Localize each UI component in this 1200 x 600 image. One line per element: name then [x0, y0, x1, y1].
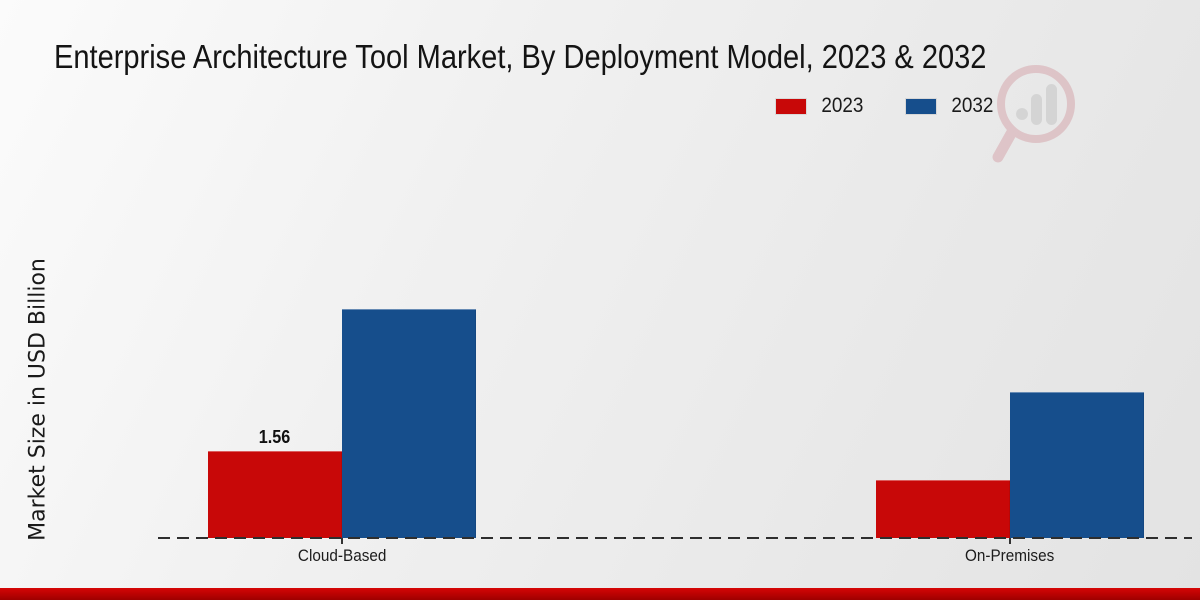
data-label-text: 1.56 [259, 427, 291, 447]
category-label-cloud-based: Cloud-Based [232, 546, 452, 566]
category-label-text: Cloud-Based [297, 546, 387, 565]
legend-label-2032: 2032 [951, 94, 994, 117]
bar-2032-cloud-based [342, 309, 476, 538]
legend-item-2032: 2032 [905, 94, 996, 118]
x-axis-tick-cloud-based [341, 538, 343, 544]
x-axis-tick-on-premises [1009, 538, 1011, 544]
bar-2023-cloud-based [208, 451, 342, 538]
data-label-2023-cloud-based: 1.56 [215, 427, 335, 448]
chart-title-text: Enterprise Architecture Tool Market, By … [54, 38, 987, 75]
footer-accent-bar [0, 588, 1200, 600]
legend-swatch-2023 [776, 98, 806, 114]
bar-2023-on-premises [876, 480, 1010, 538]
legend-item-2023: 2023 [776, 94, 866, 118]
category-label-text: On-Premises [965, 546, 1055, 565]
legend-swatch-2032 [905, 98, 936, 114]
legend-label-2023: 2023 [821, 94, 864, 117]
chart-title: Enterprise Architecture Tool Market, By … [54, 38, 1114, 76]
category-label-on-premises: On-Premises [900, 546, 1120, 566]
legend: 2023 2032 [776, 94, 995, 118]
x-axis-baseline [158, 537, 1192, 539]
bar-2032-on-premises [1010, 392, 1144, 538]
